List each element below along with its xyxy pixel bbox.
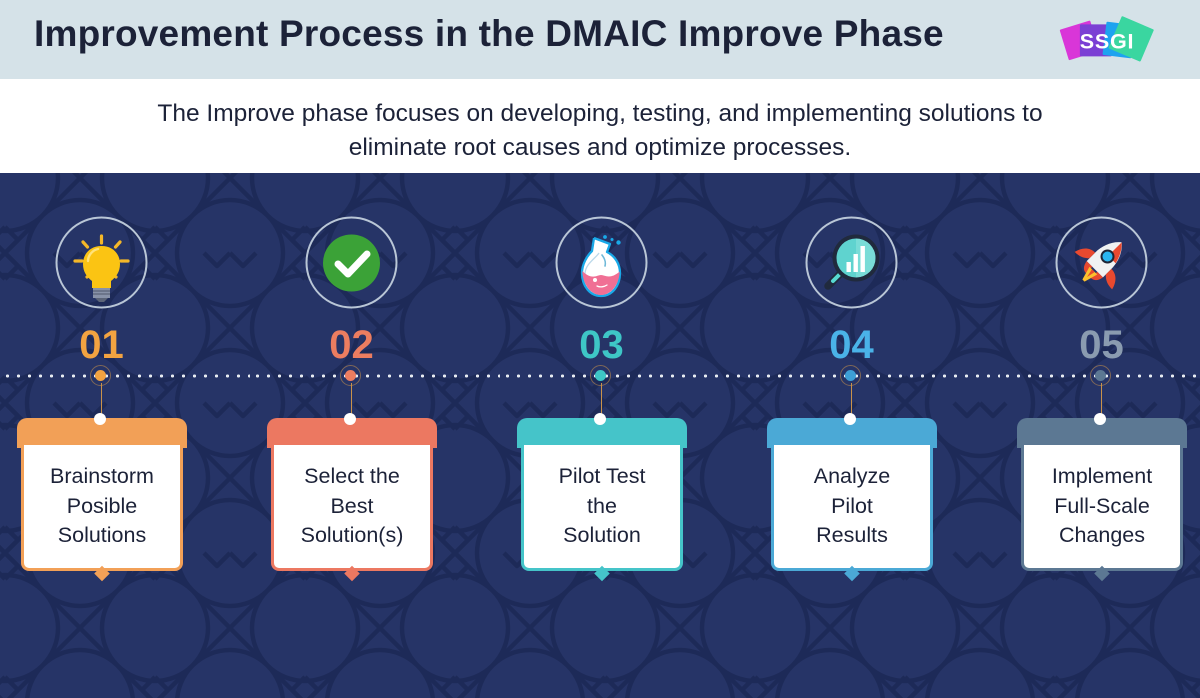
svg-text:SSGI: SSGI xyxy=(1080,30,1134,54)
